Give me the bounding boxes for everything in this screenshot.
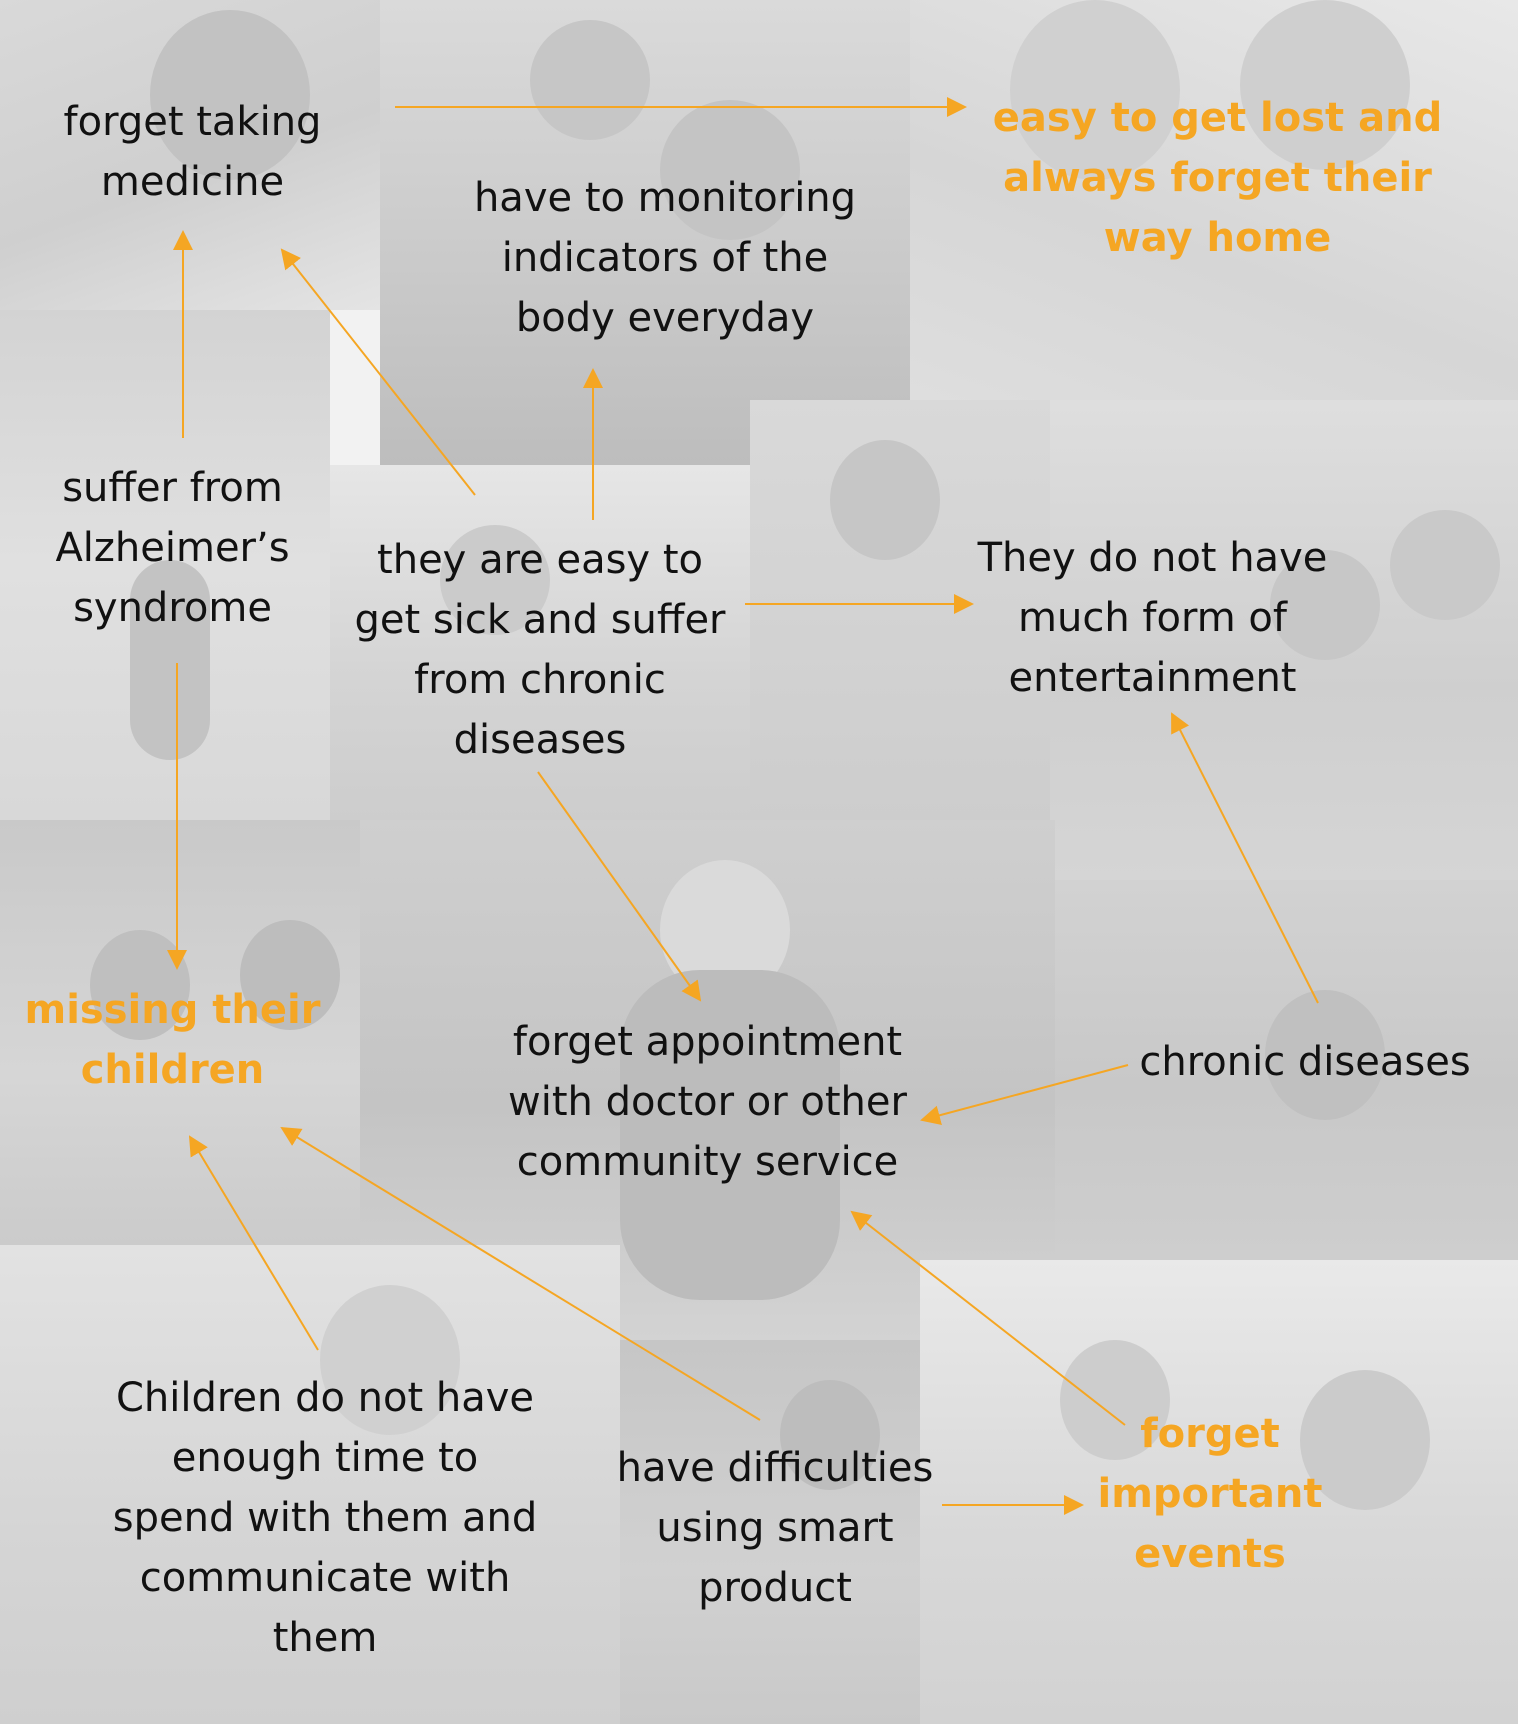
node-events: forget important events bbox=[1060, 1404, 1360, 1584]
photo-panel-man-hat bbox=[0, 0, 380, 310]
photo-panel-wheelchair bbox=[0, 1245, 620, 1724]
photo-panel-group-talking bbox=[380, 0, 910, 465]
node-line: missing their bbox=[24, 987, 321, 1033]
node-line: they are easy to bbox=[377, 537, 703, 583]
node-line: from chronic bbox=[414, 657, 666, 703]
node-line: easy to get lost and bbox=[992, 95, 1443, 141]
node-line: get sick and suffer bbox=[354, 597, 726, 643]
photo-panel-tree-man bbox=[1055, 880, 1518, 1260]
node-line: forget bbox=[1140, 1411, 1280, 1457]
node-alzheimers: suffer from Alzheimer’s syndrome bbox=[30, 458, 315, 638]
arrow-children-time-to-missing bbox=[188, 1135, 319, 1351]
node-line: communicate with bbox=[139, 1555, 511, 1601]
node-forget-medicine: forget taking medicine bbox=[40, 92, 345, 212]
node-line: Alzheimer’s bbox=[55, 525, 290, 571]
photo-panel-bench-couple bbox=[330, 465, 750, 820]
node-line: important bbox=[1097, 1471, 1323, 1517]
node-line: way home bbox=[1103, 215, 1332, 261]
node-line: entertainment bbox=[1008, 655, 1297, 701]
node-line: Children do not have bbox=[115, 1375, 535, 1421]
photo-panel-two-men bbox=[0, 820, 360, 1245]
node-line: syndrome bbox=[73, 585, 272, 631]
node-monitoring: have to monitoring indicators of the bod… bbox=[450, 168, 880, 348]
photo-panel-women-tea bbox=[910, 0, 1518, 400]
node-line: medicine bbox=[100, 159, 285, 205]
arrow-events-to-appointment bbox=[850, 1210, 1126, 1426]
node-sick: they are easy to get sick and suffer fro… bbox=[335, 530, 745, 770]
arrow-smart-to-missing bbox=[280, 1126, 761, 1421]
node-line: product bbox=[698, 1565, 852, 1611]
node-line: with doctor or other bbox=[508, 1079, 907, 1125]
arrow-sick-to-appointment bbox=[537, 771, 702, 1002]
photo-panel-walking-road bbox=[0, 310, 330, 820]
node-line: enough time to bbox=[171, 1435, 479, 1481]
node-line: chronic diseases bbox=[1139, 1039, 1471, 1085]
node-line: suffer from bbox=[62, 465, 283, 511]
photo-panel-men-phone bbox=[620, 1340, 920, 1724]
node-chronic: chronic diseases bbox=[1130, 1032, 1480, 1092]
node-line: forget appointment bbox=[512, 1019, 903, 1065]
node-line: children bbox=[80, 1047, 265, 1093]
node-appointment: forget appointment with doctor or other … bbox=[480, 1012, 935, 1192]
node-line: spend with them and bbox=[112, 1495, 538, 1541]
photo-panel-singing-man bbox=[750, 400, 1050, 820]
node-missing: missing their children bbox=[20, 980, 325, 1100]
node-line: indicators of the bbox=[501, 235, 829, 281]
photo-panel-cards bbox=[920, 1260, 1518, 1724]
arrow-sick-to-medicine bbox=[280, 248, 476, 496]
node-line: forget taking bbox=[63, 99, 322, 145]
node-line: much form of bbox=[1018, 595, 1287, 641]
node-line: body everyday bbox=[515, 295, 815, 341]
node-line: events bbox=[1134, 1531, 1286, 1577]
node-children-time: Children do not have enough time to spen… bbox=[80, 1368, 570, 1668]
node-line: have to monitoring bbox=[473, 175, 857, 221]
node-line: using smart bbox=[656, 1505, 894, 1551]
arrow-chronic-to-entertainment bbox=[1171, 712, 1319, 1004]
node-line: They do not have bbox=[977, 535, 1328, 581]
node-lost: easy to get lost and always forget their… bbox=[985, 88, 1450, 268]
node-smart: have difficulties using smart product bbox=[605, 1438, 945, 1618]
node-line: community service bbox=[516, 1139, 899, 1185]
node-line: have difficulties bbox=[616, 1445, 934, 1491]
node-line: them bbox=[272, 1615, 378, 1661]
node-line: always forget their bbox=[1003, 155, 1432, 201]
photo-panel-musicians bbox=[1050, 400, 1518, 880]
arrow-chronic-to-appointment bbox=[920, 1064, 1129, 1126]
node-entertainment: They do not have much form of entertainm… bbox=[955, 528, 1350, 708]
node-line: diseases bbox=[453, 717, 627, 763]
